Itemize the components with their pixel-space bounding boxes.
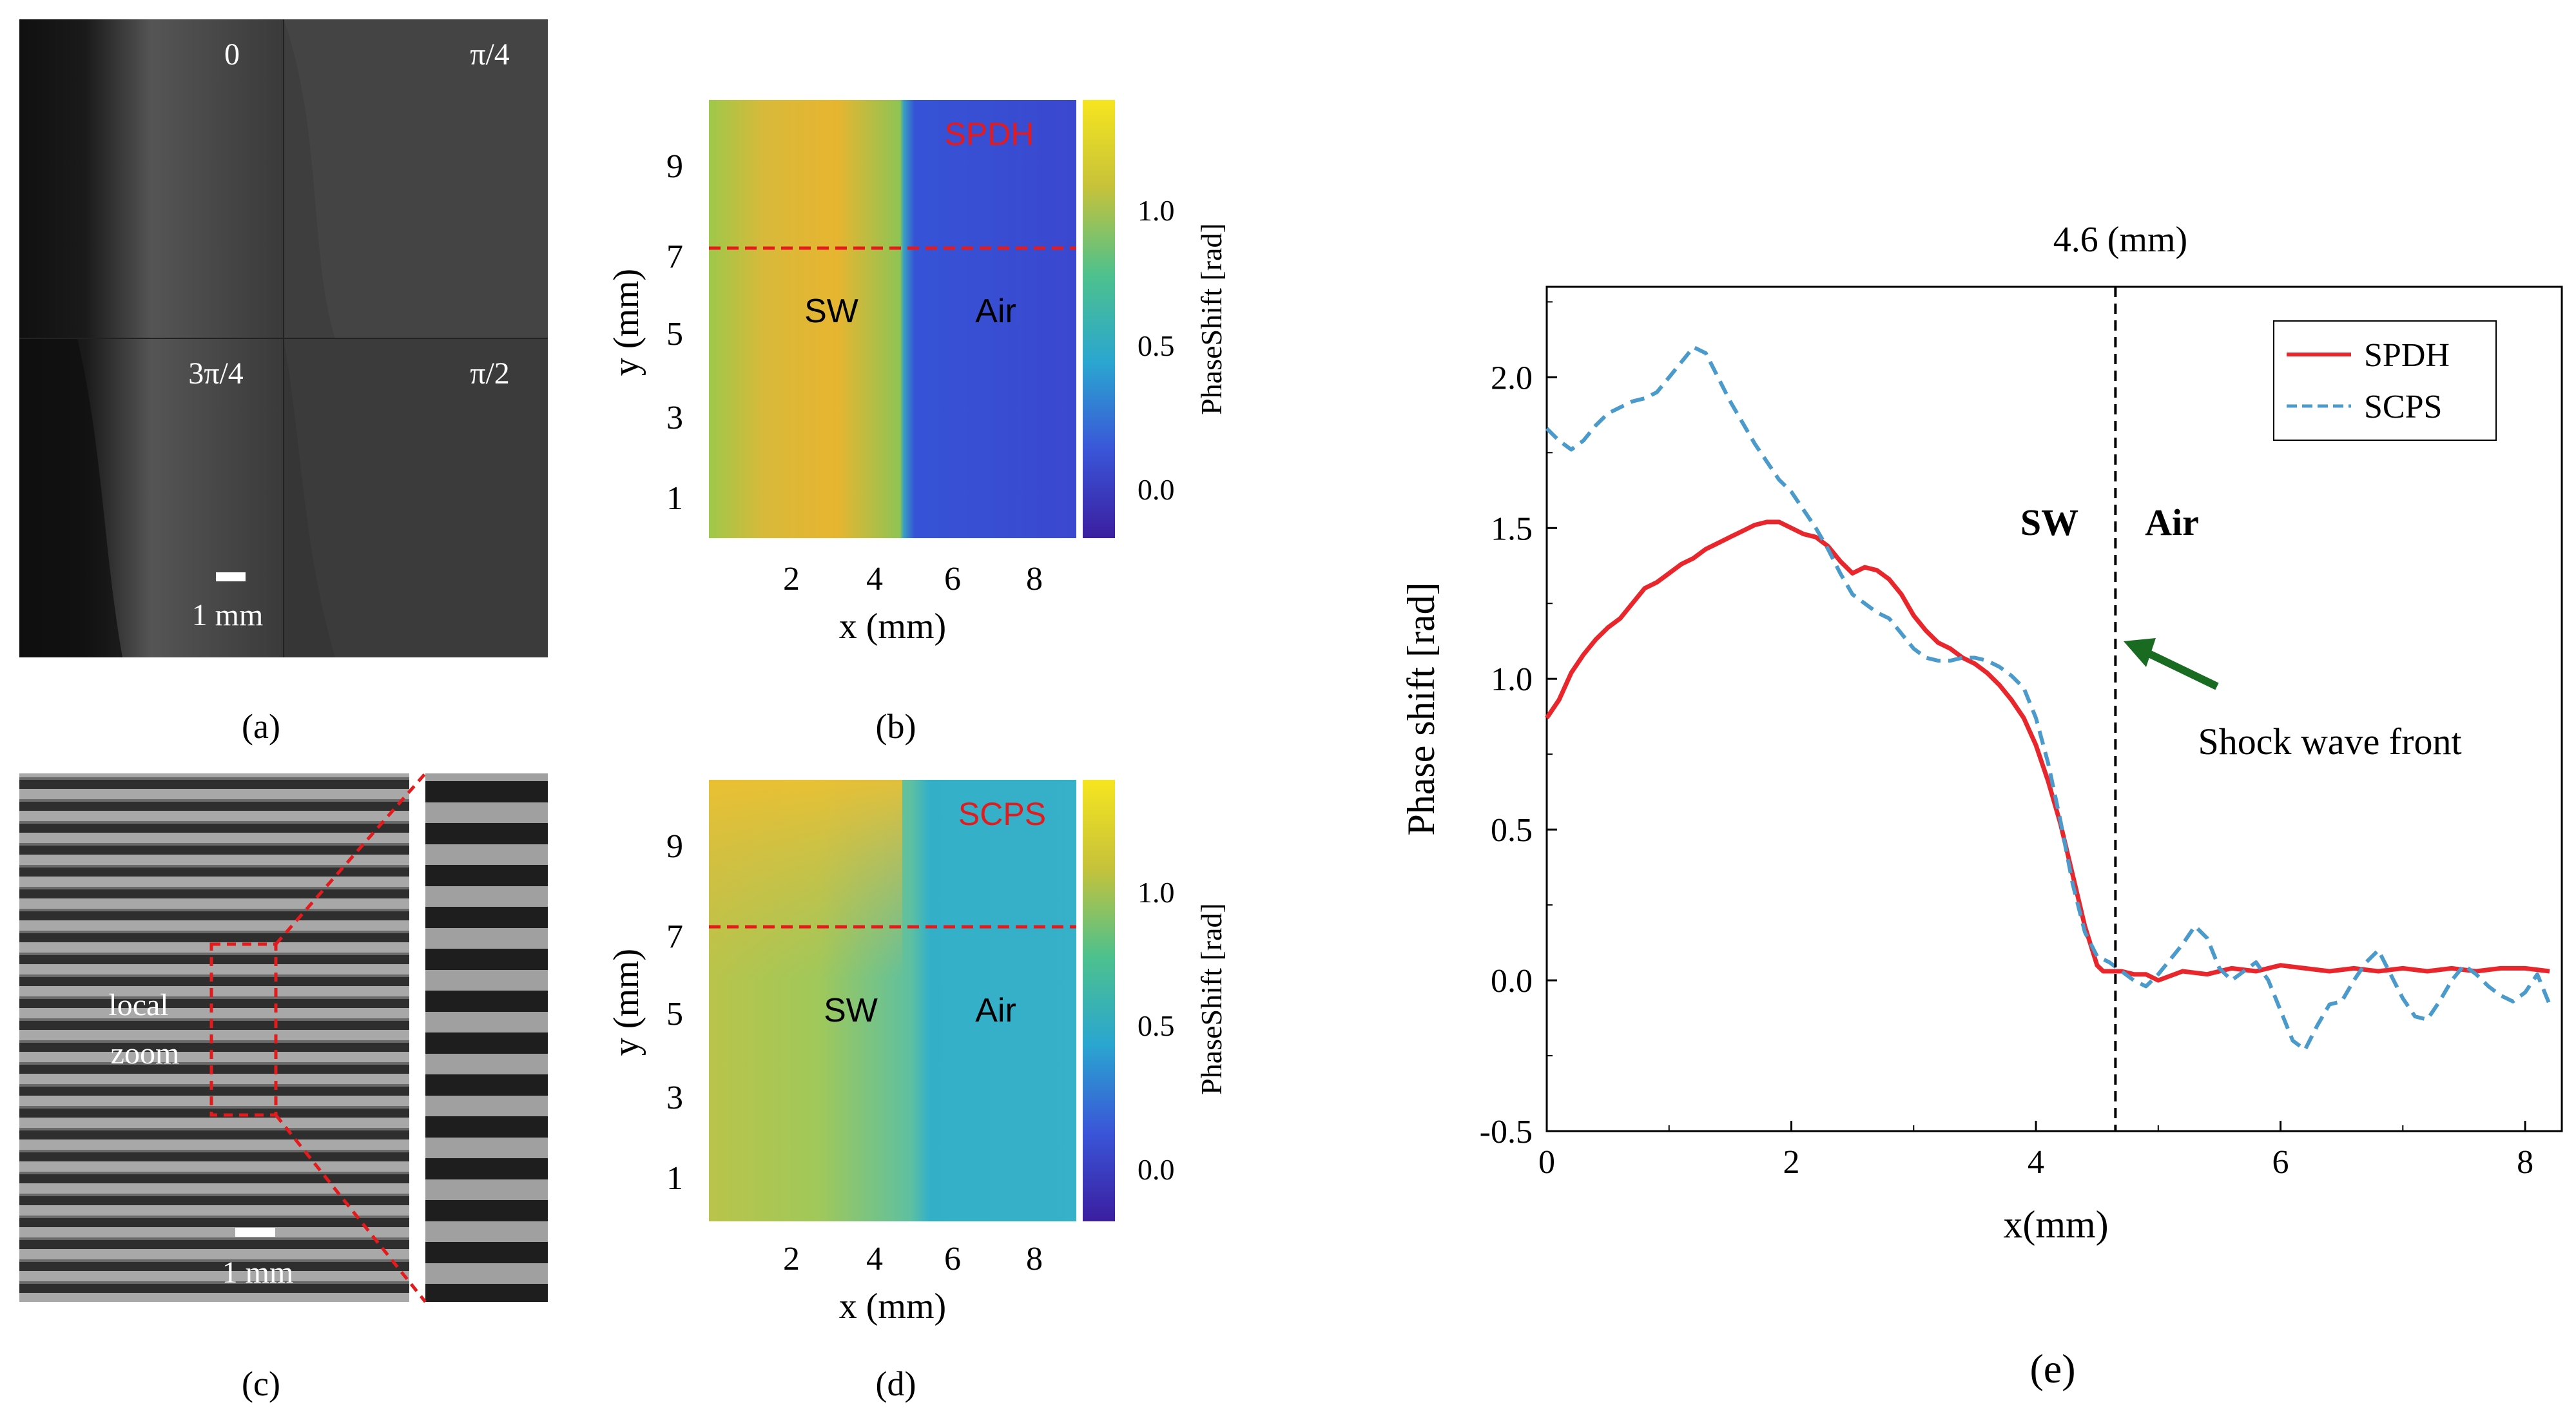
spdh-ytick-1: 1 xyxy=(666,480,683,517)
spdh-cbar-tick-05: 0.5 xyxy=(1138,329,1175,362)
spdh-map xyxy=(709,100,1076,538)
air-region-label: Air xyxy=(2145,501,2199,543)
y-tick-label: 1.5 xyxy=(1491,510,1533,547)
spdh-xtick-6: 6 xyxy=(944,561,961,597)
scps-xlabel: x (mm) xyxy=(839,1286,946,1326)
y-tick-label: -0.5 xyxy=(1480,1114,1533,1150)
panel-d-label: (d) xyxy=(876,1364,916,1403)
panel-a-label: (a) xyxy=(242,707,280,746)
panel-c-fringe-image xyxy=(19,773,409,1302)
scps-sw-label: SW xyxy=(824,992,878,1029)
scalebar-a-label: 1 mm xyxy=(192,598,264,632)
phase-label-pi2: π/2 xyxy=(470,356,510,391)
scps-colorbar xyxy=(1083,780,1115,1221)
x-tick-label: 2 xyxy=(1783,1144,1800,1181)
plot-frame xyxy=(1545,286,2563,1132)
sw-region-label: SW xyxy=(2020,501,2078,543)
legend-label-scps: SCPS xyxy=(2364,389,2442,425)
zoom-box xyxy=(209,942,278,1117)
scps-ylabel: y (mm) xyxy=(606,949,646,1056)
panel-a-quad-0 xyxy=(19,19,284,338)
series-scps-line xyxy=(1545,345,2552,1052)
scps-xtick-8: 8 xyxy=(1026,1241,1043,1277)
y-axis: -0.5 0.0 0.5 1.0 1.5 2.0 xyxy=(1480,301,1557,1150)
spdh-sw-label: SW xyxy=(804,293,858,330)
scps-ytick-9: 9 xyxy=(666,828,683,865)
panel-d: SCPS SW Air 1.0 0.5 0.0 PhaseShift [rad]… xyxy=(606,780,1228,1403)
y-tick-label: 0.0 xyxy=(1491,963,1533,1000)
spdh-ytick-7: 7 xyxy=(666,238,683,275)
scps-cbar-tick-05: 0.5 xyxy=(1138,1009,1175,1042)
panel-e: -0.5 0.0 0.5 1.0 1.5 2.0 0 2 4 6 8 4.6 (mm) SW Ai… xyxy=(1400,220,2563,1391)
panel-c: local zoom 1 mm (c) xyxy=(19,772,548,1403)
scps-cbar-tick-0: 0.0 xyxy=(1138,1153,1175,1186)
scalebar-c xyxy=(235,1228,275,1237)
shock-front-annotation: Shock wave front xyxy=(2198,721,2461,762)
arrow xyxy=(2124,638,2219,690)
zoom-connector-top xyxy=(275,772,427,945)
panel-c-label: (c) xyxy=(242,1364,280,1403)
spdh-xlabel: x (mm) xyxy=(839,606,946,646)
scalebar-c-label: 1 mm xyxy=(222,1255,294,1290)
series-group xyxy=(1545,345,2552,1052)
legend-box xyxy=(2273,320,2497,441)
phase-label-3pi4: 3π/4 xyxy=(188,356,244,391)
scps-ytick-7: 7 xyxy=(666,918,683,955)
scps-method-label: SCPS xyxy=(958,796,1046,832)
scps-xtick-6: 6 xyxy=(944,1241,961,1277)
spdh-xtick-4: 4 xyxy=(866,561,883,597)
x-tick-label: 6 xyxy=(2272,1144,2289,1181)
spdh-ytick-9: 9 xyxy=(666,148,683,185)
y-axis-label: Phase shift [rad] xyxy=(1400,582,1442,835)
panel-c-zoom-image xyxy=(425,773,548,1302)
scps-cbar-tick-1: 1.0 xyxy=(1138,876,1175,909)
spdh-ytick-5: 5 xyxy=(666,316,683,353)
scps-xtick-4: 4 xyxy=(866,1241,883,1277)
panel-a: 0 π/4 3π/4 π/2 1 mm (a) xyxy=(19,19,548,746)
series-spdh-line xyxy=(1545,519,2550,983)
panel-b-label: (b) xyxy=(876,707,916,746)
scps-air-label: Air xyxy=(975,992,1016,1029)
spdh-colorbar xyxy=(1083,100,1115,538)
x-tick-label: 8 xyxy=(2517,1144,2533,1181)
x-axis: 0 2 4 6 8 xyxy=(1538,1121,2533,1181)
zoom-connector-bottom xyxy=(275,1114,427,1303)
y-tick-label: 2.0 xyxy=(1491,360,1533,396)
scps-xtick-2: 2 xyxy=(783,1241,800,1277)
legend: SPDH SCPS xyxy=(2273,320,2497,441)
phase-label-0: 0 xyxy=(224,37,240,72)
legend-label-spdh: SPDH xyxy=(2364,337,2450,374)
scps-ytick-1: 1 xyxy=(666,1160,683,1197)
spdh-xtick-2: 2 xyxy=(783,561,800,597)
zoom-label-zoom: zoom xyxy=(111,1036,180,1071)
phase-label-pi4: π/4 xyxy=(470,37,510,72)
y-tick-label: 1.0 xyxy=(1491,661,1533,698)
scps-cbar-label: PhaseShift [rad] xyxy=(1195,903,1228,1095)
scps-ytick-3: 3 xyxy=(666,1080,683,1116)
panel-e-label: (e) xyxy=(2029,1346,2075,1391)
x-tick-label: 0 xyxy=(1538,1144,1555,1181)
x-axis-label: x(mm) xyxy=(2003,1203,2108,1246)
spdh-cbar-tick-0: 0.0 xyxy=(1138,473,1175,506)
x-tick-label: 4 xyxy=(2028,1144,2044,1181)
front-position-label: 4.6 (mm) xyxy=(2053,220,2187,260)
spdh-ytick-3: 3 xyxy=(666,400,683,436)
spdh-cbar-tick-1: 1.0 xyxy=(1138,194,1175,227)
scps-ytick-5: 5 xyxy=(666,996,683,1032)
arrow-head xyxy=(2124,638,2156,667)
scalebar-a xyxy=(216,572,246,581)
spdh-cbar-label: PhaseShift [rad] xyxy=(1195,223,1228,415)
spdh-xtick-8: 8 xyxy=(1026,561,1043,597)
panel-b: SPDH SW Air 1.0 0.5 0.0 PhaseShift [rad]… xyxy=(606,100,1228,746)
spdh-ylabel: y (mm) xyxy=(606,269,646,376)
spdh-method-label: SPDH xyxy=(945,116,1034,152)
spdh-air-label: Air xyxy=(975,293,1016,330)
arrow-shaft xyxy=(2144,648,2219,690)
zoom-label-local: local xyxy=(108,988,168,1022)
y-tick-label: 0.5 xyxy=(1491,812,1533,849)
